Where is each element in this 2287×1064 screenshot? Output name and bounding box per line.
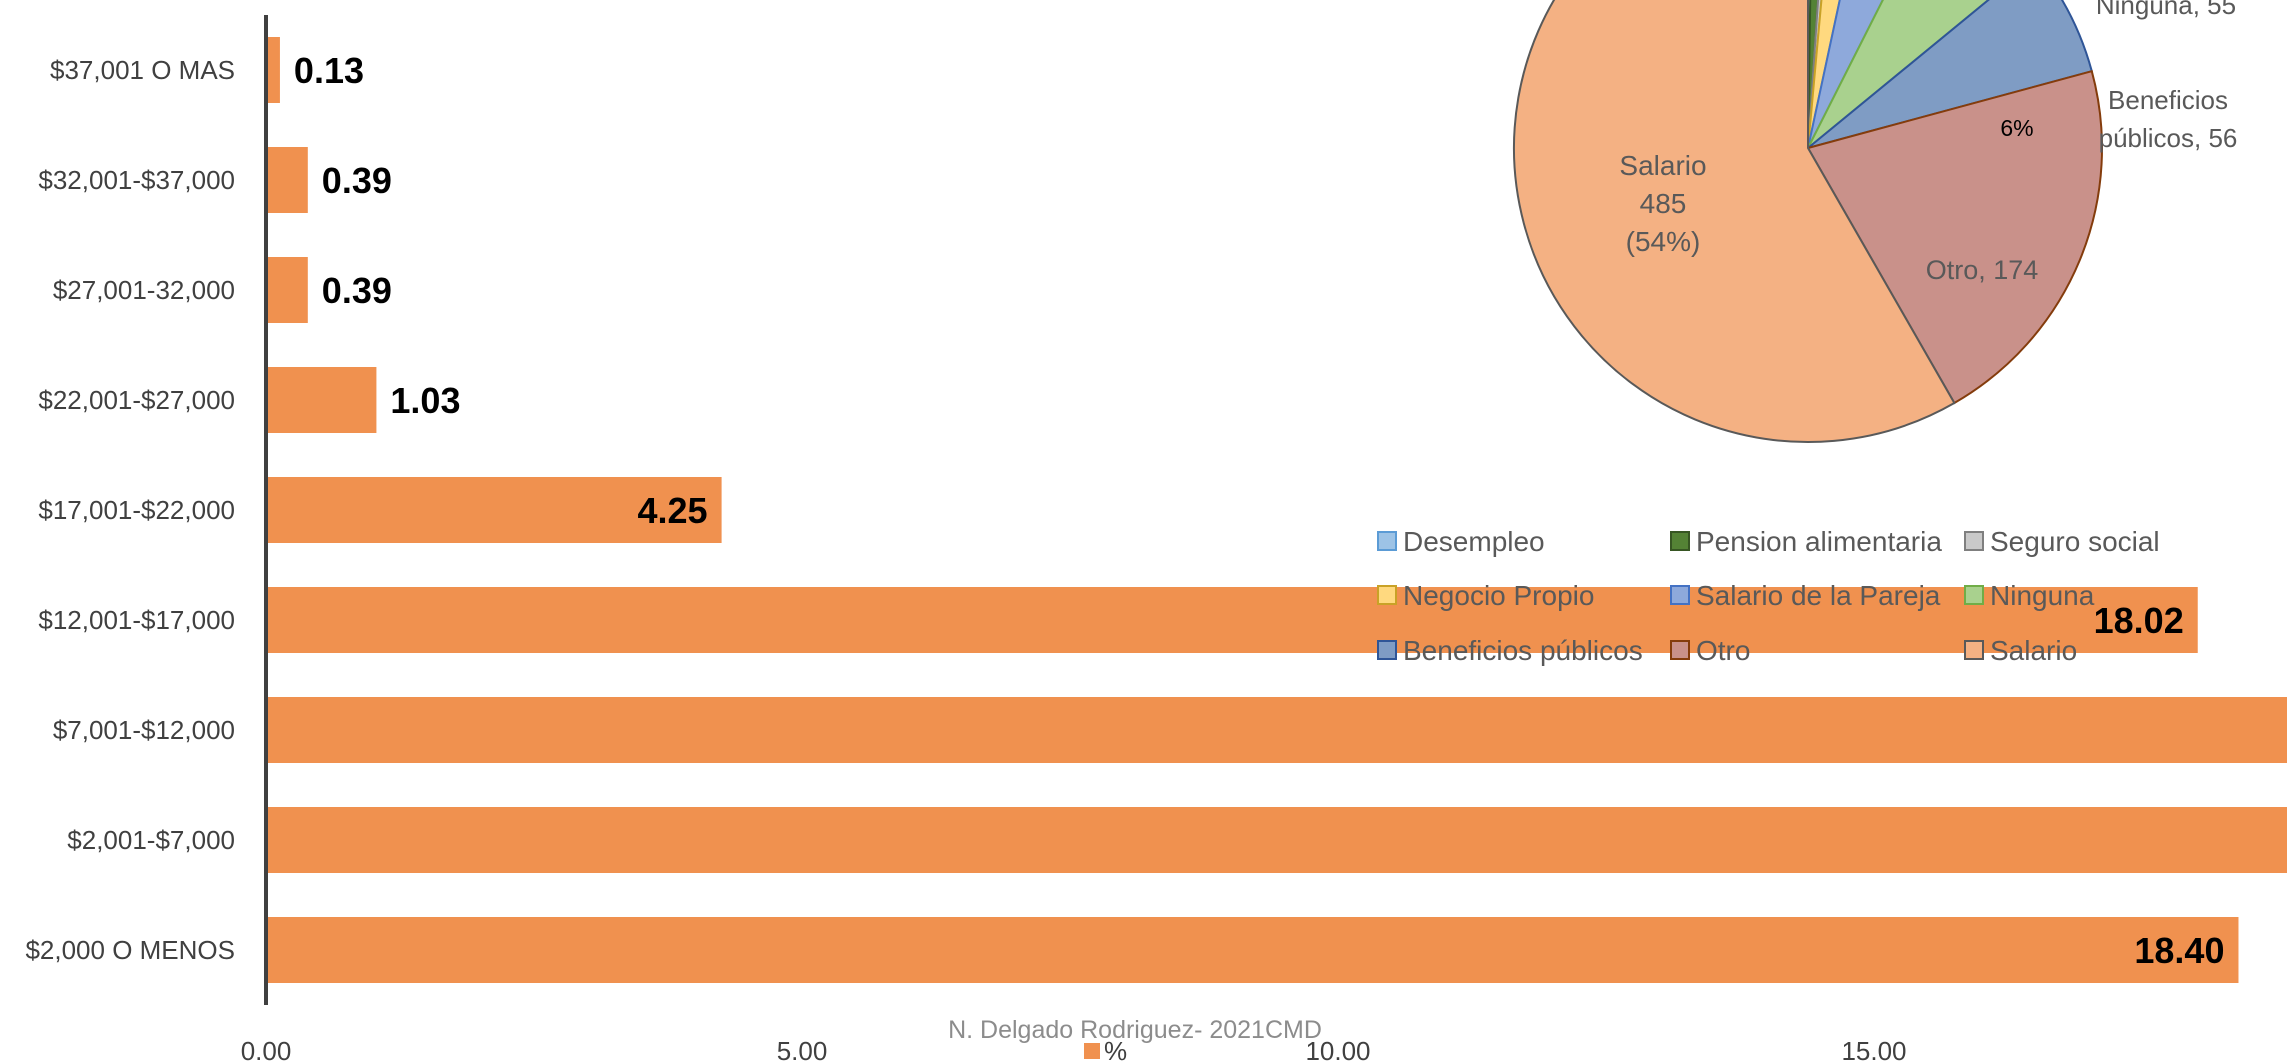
category-label: $12,001-$17,000 [38, 605, 235, 635]
data-label: 0.39 [322, 160, 392, 201]
x-tick-label: 10.00 [1305, 1036, 1370, 1064]
category-label: $32,001-$37,000 [38, 165, 235, 195]
legend-label: Beneficios públicos [1403, 635, 1643, 666]
category-label: $27,001-32,000 [53, 275, 235, 305]
bar [266, 917, 2239, 983]
category-label: $7,001-$12,000 [53, 715, 235, 745]
legend-label: Seguro social [1990, 526, 2160, 557]
legend-label: Salario de la Pareja [1696, 580, 1941, 611]
slice-label-ninguna: Ninguna, 55 [2096, 0, 2236, 20]
slice-label-salario-line1: Salario [1619, 150, 1706, 181]
slice-label-salario-line3: (54%) [1626, 226, 1701, 257]
legend-swatch [1377, 640, 1397, 660]
income-source-pie-chart: Ninguna, 55 Beneficios públicos, 56 6% Otro,… [1513, 0, 2238, 443]
pie-slice [1807, 0, 1990, 149]
slice-label-beneficios-pct: 6% [2000, 115, 2033, 141]
pie-slice [1806, 69, 2103, 405]
legend-label: Ninguna [1990, 580, 2095, 611]
bar [266, 477, 722, 543]
pie-slice [1807, 0, 1841, 149]
category-label: $37,001 O MAS [50, 55, 235, 85]
credit-text: N. Delgado Rodriguez- 2021CMD [948, 1016, 1322, 1044]
legend-swatch [1084, 1043, 1100, 1059]
data-label: 0.13 [294, 50, 364, 91]
category-label: $22,001-$27,000 [38, 385, 235, 415]
legend-label: Salario [1990, 635, 2077, 666]
data-label: 18.02 [2094, 600, 2184, 641]
bar [266, 587, 2198, 653]
legend-swatch [1964, 640, 1984, 660]
legend-swatch [1670, 585, 1690, 605]
pie-slice [1513, 0, 1956, 443]
data-label: 4.25 [638, 490, 708, 531]
bar [266, 697, 2287, 763]
bar [266, 807, 2287, 873]
data-label: 1.03 [390, 380, 460, 421]
pie-legend: Desempleo Pension alimentaria Seguro socia… [1377, 526, 2160, 666]
income-bar-chart: $2,000 O MENOS18.40$2,001-$7,00024.45$7,… [25, 15, 2287, 1064]
x-tick-label: 0.00 [241, 1036, 292, 1064]
bar [266, 37, 280, 103]
legend-swatch [1670, 640, 1690, 660]
legend-swatch [1964, 585, 1984, 605]
slice-label-salario-line2: 485 [1640, 188, 1687, 219]
legend-swatch [1964, 531, 1984, 551]
data-label: 0.39 [322, 270, 392, 311]
category-label: $17,001-$22,000 [38, 495, 235, 525]
legend-label: Pension alimentaria [1696, 526, 1942, 557]
slice-label-otro: Otro, 174 [1926, 255, 2039, 285]
bar [266, 367, 377, 433]
x-tick-label: 5.00 [777, 1036, 828, 1064]
legend-label: Desempleo [1403, 526, 1545, 557]
slice-label-beneficios-line1: Beneficios [2108, 85, 2228, 115]
x-tick-label: 15.00 [1841, 1036, 1906, 1064]
pie-slice [1807, 0, 2094, 149]
pie-slice [1807, 0, 1820, 149]
data-label: 18.40 [2134, 930, 2224, 971]
bar-legend: % [1084, 1036, 1127, 1064]
legend-swatch [1377, 531, 1397, 551]
legend-label: Otro [1696, 635, 1750, 666]
slice-label-beneficios-line2: públicos, 56 [2099, 123, 2238, 153]
category-label: $2,001-$7,000 [67, 825, 235, 855]
legend-label: Negocio Propio [1403, 580, 1594, 611]
legend-swatch [1377, 585, 1397, 605]
category-label: $2,000 O MENOS [25, 935, 235, 965]
bar [266, 147, 308, 213]
legend-swatch [1670, 531, 1690, 551]
bar [266, 257, 308, 323]
legend-label: % [1104, 1036, 1127, 1064]
